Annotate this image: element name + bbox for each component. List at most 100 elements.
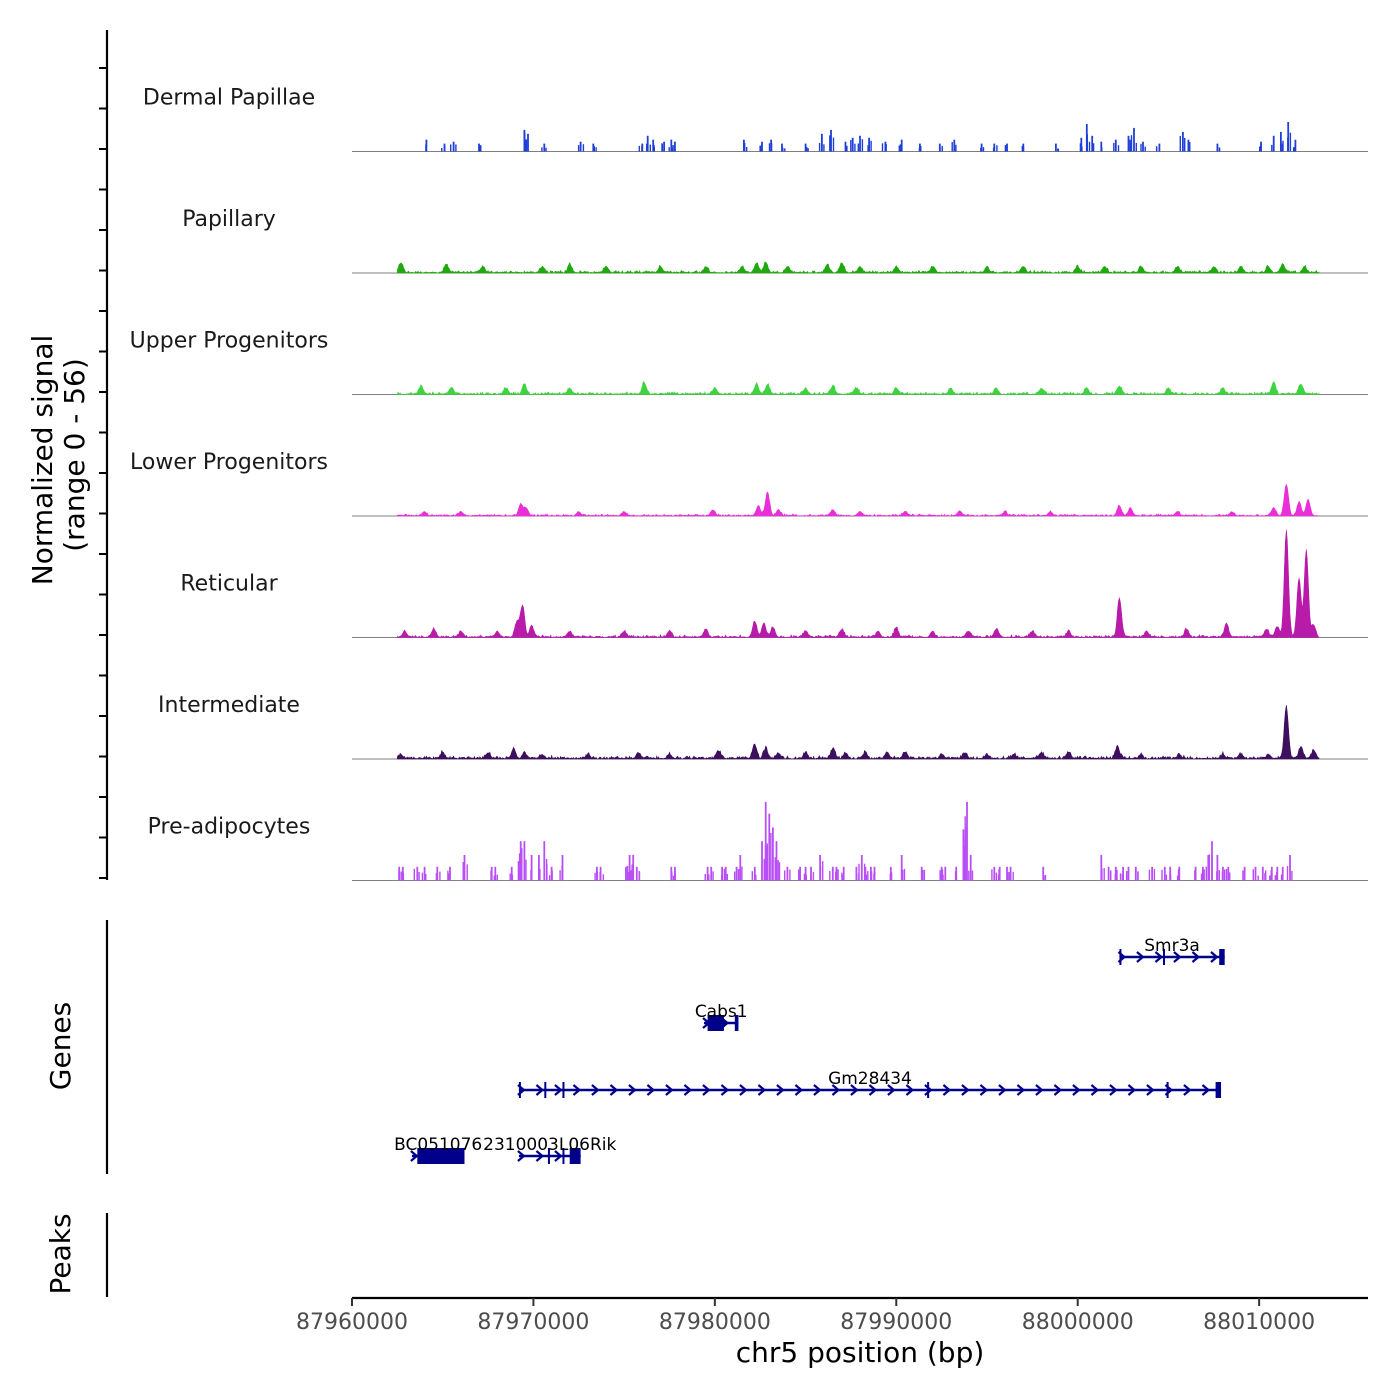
signal-spike	[998, 869, 1000, 881]
signal-spike	[1217, 147, 1219, 152]
track-label: Reticular	[180, 572, 278, 597]
gene-bc051076: BC051076	[394, 1135, 482, 1164]
signal-spike	[845, 146, 847, 152]
signal-spike	[885, 143, 887, 152]
strand-arrow	[961, 1084, 970, 1096]
signal-spike	[723, 868, 725, 881]
signal-spike	[649, 144, 651, 152]
signal-spike	[400, 871, 402, 881]
signal-area	[397, 705, 1320, 760]
signal-spike	[672, 875, 675, 881]
signal-spike	[1281, 873, 1284, 881]
exon	[1215, 1082, 1222, 1098]
signal-spike	[995, 872, 998, 881]
signal-spike	[844, 141, 847, 152]
signal-spike	[902, 869, 904, 881]
signal-spike	[466, 864, 468, 881]
signal-spike	[674, 141, 676, 152]
signal-spike	[1223, 869, 1226, 881]
signal-spike	[708, 874, 710, 881]
strand-arrow	[1035, 1084, 1044, 1096]
signal-spike	[768, 813, 771, 881]
signal-spike	[1127, 135, 1130, 152]
signal-spike	[1169, 871, 1171, 881]
signal-spike	[1081, 146, 1083, 152]
signal-spike	[521, 848, 523, 881]
signal-spike	[807, 148, 809, 152]
signal-spike	[971, 870, 974, 881]
signal-spike	[479, 145, 481, 152]
signal-spike	[1114, 866, 1117, 881]
signal-spike	[804, 143, 807, 152]
signal-spike	[630, 870, 632, 881]
signal-spike	[1086, 134, 1088, 152]
signal-spike	[1205, 866, 1207, 881]
signal-spike	[860, 855, 863, 881]
signal-spike	[626, 865, 629, 881]
genes-panel: Smr3a Cabs1 Gm28434 BC051076 2310003L06Rik	[105, 920, 1225, 1174]
signal-spike	[402, 872, 405, 881]
signal-spike	[1254, 866, 1257, 881]
signal-spike	[1189, 142, 1191, 152]
signal-spike	[1281, 143, 1283, 152]
signal-spike	[1273, 140, 1275, 152]
signal-spike	[867, 871, 869, 881]
signal-spike	[799, 866, 801, 881]
signal-spike	[889, 866, 892, 881]
signal-spike	[1294, 139, 1297, 152]
signal-spike	[1265, 870, 1267, 881]
gene-label: Cabs1	[695, 1002, 748, 1022]
signal-spike	[670, 139, 673, 152]
signal-spike	[1044, 875, 1047, 881]
track-lower-progenitors: Lower Progenitors	[130, 450, 1368, 517]
signal-spike	[823, 144, 825, 152]
signal-spike	[632, 855, 635, 881]
signal-spike	[1289, 132, 1292, 152]
signal-spike	[1091, 141, 1093, 152]
signal-spike	[770, 142, 773, 152]
peaks-track-title: Peaks	[44, 1213, 77, 1294]
signal-spike	[763, 860, 765, 881]
signal-spike	[870, 140, 872, 152]
signal-spike	[778, 862, 781, 881]
exon	[562, 1148, 565, 1164]
signal-spike	[837, 869, 839, 881]
signal-spike	[421, 872, 424, 881]
signal-spike	[706, 866, 709, 881]
signal-spike	[993, 866, 996, 881]
exon	[1162, 949, 1165, 965]
signal-spike	[861, 139, 864, 152]
signal-spike	[646, 143, 648, 152]
strand-arrow	[535, 1084, 545, 1096]
signal-spike	[1227, 866, 1230, 881]
strand-arrow	[1127, 1084, 1137, 1096]
signal-spike	[798, 869, 800, 881]
track-papillary: Papillary	[182, 207, 1368, 274]
signal-spike	[595, 147, 597, 152]
signal-spike	[602, 874, 604, 881]
track-label: Papillary	[182, 207, 276, 232]
track-intermediate: Intermediate	[158, 693, 1368, 760]
signal-spike	[1252, 869, 1254, 881]
signal-spike	[851, 137, 854, 152]
signal-spike	[463, 855, 466, 881]
signal-spike	[1080, 137, 1083, 152]
signal-spike	[944, 866, 947, 881]
gene-smr3a: Smr3a	[1117, 936, 1225, 965]
signal-spike	[1155, 146, 1158, 152]
signal-spike	[628, 864, 631, 881]
signal-spike	[541, 147, 543, 152]
strand-arrow	[924, 1084, 933, 1096]
signal-spike	[737, 869, 740, 881]
signal-spike	[1133, 127, 1135, 152]
signal-spike	[841, 872, 843, 881]
x-tick-label: 87990000	[840, 1310, 952, 1335]
signal-spike	[1119, 873, 1122, 881]
signal-spike	[413, 868, 415, 881]
signal-spike	[1203, 869, 1205, 881]
signal-spike	[1151, 866, 1153, 881]
signal-spike	[761, 841, 763, 881]
exon	[1119, 949, 1122, 965]
exon	[547, 1148, 550, 1164]
signal-spike	[671, 871, 673, 881]
